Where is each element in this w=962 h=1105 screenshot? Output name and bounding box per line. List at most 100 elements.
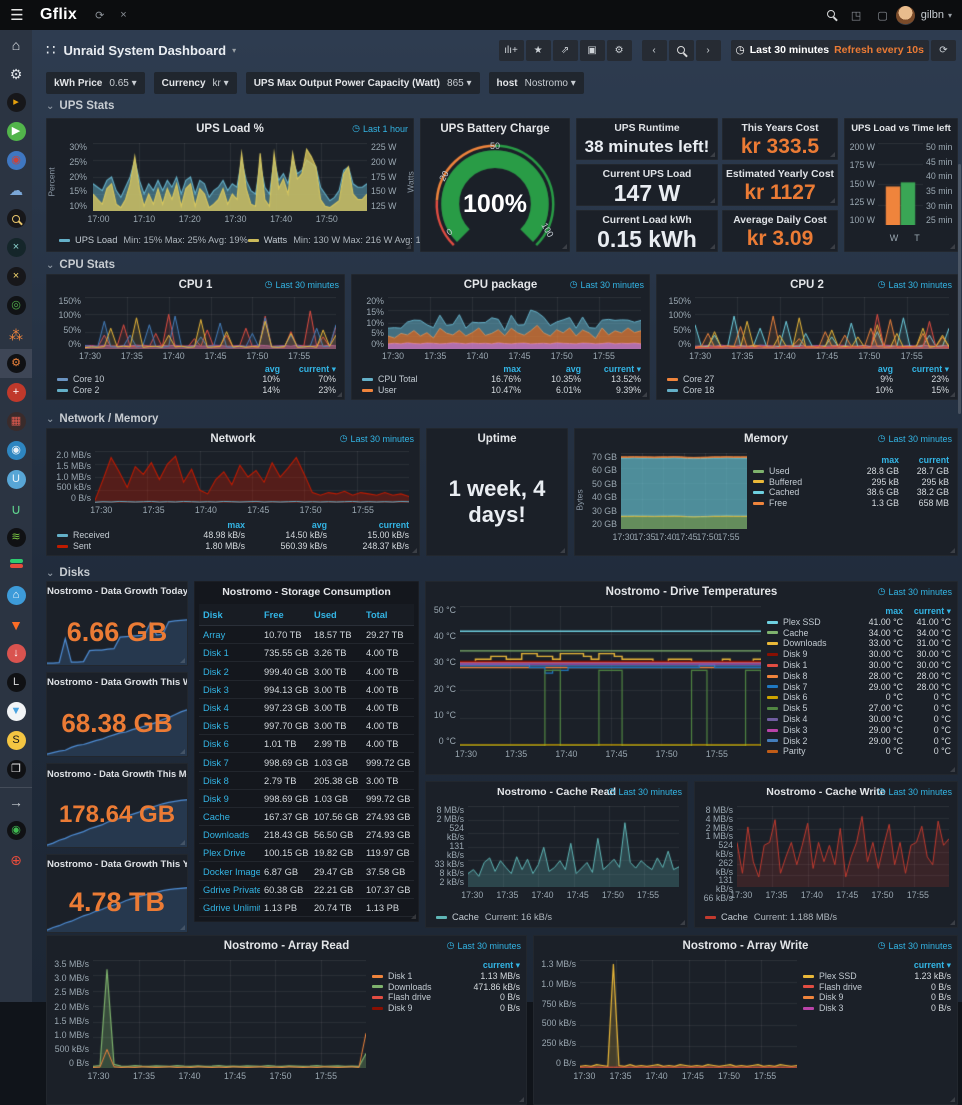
sidebar-item-home-assistant[interactable]: ⌂ bbox=[0, 581, 32, 610]
time-range-label[interactable]: ◷Last 30 minutes bbox=[878, 586, 952, 597]
panel-title[interactable]: Nostromo - Storage Consumption bbox=[195, 582, 418, 602]
legend-header[interactable]: current bbox=[903, 455, 949, 466]
time-range-picker[interactable]: ◷ Last 30 minutes Refresh every 10s bbox=[731, 40, 929, 61]
table-row-link[interactable]: Disk 6 bbox=[199, 735, 260, 753]
sidebar-item-unraid[interactable]: ∪ bbox=[0, 494, 32, 523]
tv-mode-icon[interactable]: ▢ bbox=[877, 9, 887, 22]
legend-series[interactable]: Disk 3 bbox=[803, 1003, 877, 1014]
chart-plot[interactable] bbox=[737, 806, 949, 887]
legend-header[interactable]: max bbox=[859, 606, 903, 617]
table-row-link[interactable]: Disk 4 bbox=[199, 699, 260, 717]
legend-header[interactable]: avg bbox=[249, 520, 327, 531]
legend-header[interactable]: current ▾ bbox=[585, 364, 641, 375]
legend-series[interactable]: Flash drive bbox=[803, 982, 877, 993]
hamburger-menu-icon[interactable]: ☰ bbox=[0, 6, 34, 24]
sidebar-item-book[interactable]: ❐ bbox=[0, 755, 32, 784]
sidebar-item-chef-hat[interactable]: ≋ bbox=[0, 523, 32, 552]
dashboard-grid-icon[interactable]: ∷ bbox=[46, 41, 56, 59]
sidebar-item-tautulli[interactable]: ◉ bbox=[0, 146, 32, 175]
time-range-label[interactable]: ◷Last 30 minutes bbox=[340, 433, 414, 444]
table-header[interactable]: Used bbox=[310, 604, 362, 626]
variable-dropdown[interactable]: kWh Price 0.65 ▾ bbox=[46, 72, 145, 94]
row-ups-stats[interactable]: ⌄UPS Stats bbox=[46, 100, 114, 112]
star-button[interactable]: ★ bbox=[526, 40, 551, 61]
legend-series[interactable]: Disk 8 bbox=[767, 671, 855, 682]
legend-series[interactable]: Used bbox=[753, 466, 849, 477]
sidebar-item-downloader[interactable]: ↓ bbox=[0, 639, 32, 668]
panel-title[interactable]: Uptime bbox=[427, 429, 567, 449]
share-button[interactable]: ⇗ bbox=[553, 40, 578, 61]
sidebar-item-github[interactable]: ◉ bbox=[0, 816, 32, 845]
legend-header[interactable]: current ▾ bbox=[881, 960, 951, 971]
table-header[interactable]: Disk bbox=[199, 604, 260, 626]
sidebar-item-plex[interactable]: ▸ bbox=[0, 88, 32, 117]
zoom-out-button[interactable] bbox=[669, 40, 694, 61]
sidebar-item-grafana[interactable]: ⚙ bbox=[0, 349, 32, 378]
time-range-label[interactable]: ◷Last 30 minutes bbox=[265, 279, 339, 290]
legend-series[interactable]: Plex SSD bbox=[767, 617, 855, 628]
panel-title[interactable]: UPS Battery Charge bbox=[421, 119, 569, 139]
sidebar-item-shield[interactable]: + bbox=[0, 378, 32, 407]
sidebar-item-emby[interactable]: ▶ bbox=[0, 117, 32, 146]
legend-header[interactable]: current ▾ bbox=[907, 606, 951, 617]
legend-series[interactable]: Cached bbox=[753, 487, 849, 498]
table-row-link[interactable]: Disk 8 bbox=[199, 772, 260, 790]
search-icon[interactable] bbox=[827, 9, 835, 21]
legend-series[interactable]: Disk 2 bbox=[767, 736, 855, 747]
legend-series[interactable]: Disk 5 bbox=[767, 703, 855, 714]
table-header[interactable]: Total bbox=[362, 604, 414, 626]
table-header[interactable]: Free bbox=[260, 604, 310, 626]
time-range-label[interactable]: ◷Last 30 minutes bbox=[608, 786, 682, 797]
table-row-link[interactable]: Disk 9 bbox=[199, 790, 260, 808]
sidebar-item-cloud[interactable]: ☁ bbox=[0, 175, 32, 204]
legend-series[interactable]: Disk 3 bbox=[767, 725, 855, 736]
legend-series[interactable]: Disk 1 bbox=[372, 971, 446, 982]
panel-title[interactable]: UPS Load vs Time left bbox=[845, 119, 957, 139]
sidebar-item-sub[interactable]: S bbox=[0, 726, 32, 755]
legend-series[interactable]: User bbox=[362, 385, 461, 396]
chart-plot[interactable] bbox=[468, 806, 679, 887]
legend-series[interactable]: Disk 6 bbox=[767, 692, 855, 703]
chart-plot[interactable] bbox=[95, 451, 409, 503]
close-icon[interactable]: × bbox=[120, 9, 126, 21]
sidebar-item-settings[interactable]: ⚙ bbox=[0, 59, 32, 88]
sidebar-item-home[interactable]: ⌂ bbox=[0, 30, 32, 59]
table-row-link[interactable]: Disk 2 bbox=[199, 662, 260, 680]
legend-series[interactable]: Buffered bbox=[753, 477, 849, 488]
row-network-memory[interactable]: ⌄Network / Memory bbox=[46, 413, 158, 425]
legend-series[interactable]: Disk 4 bbox=[767, 714, 855, 725]
legend-header[interactable]: max bbox=[465, 364, 521, 375]
table-row-link[interactable]: Downloads bbox=[199, 826, 260, 844]
time-range-label[interactable]: ◷Last 30 minutes bbox=[878, 786, 952, 797]
sidebar-item-lazylibrarian[interactable]: L bbox=[0, 668, 32, 697]
legend-header[interactable]: current bbox=[331, 520, 409, 531]
row-disks[interactable]: ⌄Disks bbox=[46, 567, 90, 579]
sidebar-item-share-nodes[interactable]: ⁂ bbox=[0, 320, 32, 349]
time-range-label[interactable]: ◷Last 30 minutes bbox=[570, 279, 644, 290]
chart-plot[interactable] bbox=[580, 960, 797, 1068]
legend-series[interactable]: Core 10 bbox=[57, 374, 224, 385]
time-range-label[interactable]: ◷Last 30 minutes bbox=[878, 279, 952, 290]
legend-series[interactable]: Received bbox=[57, 530, 163, 541]
legend-header[interactable]: max bbox=[167, 520, 245, 531]
legend-series[interactable]: Disk 9 bbox=[767, 649, 855, 660]
refresh-button[interactable]: ⟳ bbox=[931, 40, 956, 61]
sidebar-item-lifebuoy[interactable]: ⊕ bbox=[0, 845, 32, 874]
table-row-link[interactable]: Disk 1 bbox=[199, 644, 260, 662]
legend-series[interactable]: Downloads bbox=[767, 638, 855, 649]
variable-dropdown[interactable]: UPS Max Output Power Capacity (Watt) 865… bbox=[246, 72, 480, 94]
time-back-button[interactable]: ‹ bbox=[642, 40, 667, 61]
chart-plot[interactable] bbox=[93, 960, 366, 1068]
table-row-link[interactable]: Gdrive Private bbox=[199, 881, 260, 899]
sidebar-item-water-drop[interactable]: ▼ bbox=[0, 697, 32, 726]
row-cpu-stats[interactable]: ⌄CPU Stats bbox=[46, 259, 115, 271]
sync-icon[interactable]: ⟳ bbox=[95, 9, 104, 22]
legend-series[interactable]: Core 18 bbox=[667, 385, 837, 396]
sidebar-item-requests[interactable]: × bbox=[0, 262, 32, 291]
time-range-label[interactable]: ◷Last 30 minutes bbox=[878, 940, 952, 951]
settings-button[interactable]: ⚙ bbox=[607, 40, 632, 61]
